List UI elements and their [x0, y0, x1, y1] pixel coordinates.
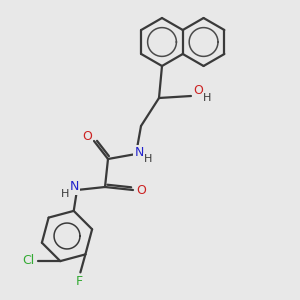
Text: Cl: Cl — [22, 254, 34, 267]
Text: O: O — [82, 130, 92, 142]
Text: N: N — [69, 181, 79, 194]
Text: O: O — [136, 184, 146, 196]
Text: N: N — [134, 146, 144, 158]
Text: O: O — [193, 85, 203, 98]
Text: H: H — [203, 93, 211, 103]
Text: H: H — [61, 189, 69, 199]
Text: F: F — [76, 275, 83, 288]
Text: H: H — [144, 154, 152, 164]
